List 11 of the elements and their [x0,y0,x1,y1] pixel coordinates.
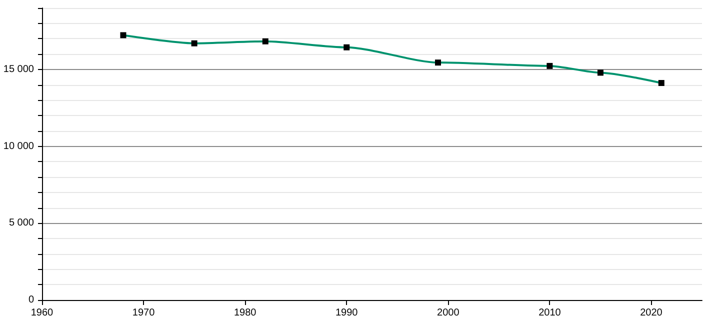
x-tick-label: 2000 [437,308,460,318]
x-tick-label: 1990 [335,308,358,318]
x-tick-label: 1980 [234,308,257,318]
x-tick-label: 1960 [30,308,54,318]
y-tick-label: 15 000 [3,64,34,75]
x-tick-label: 2010 [538,308,562,318]
x-tick-label: 1970 [132,308,156,318]
y-tick-label: 0 [28,294,34,306]
x-tick-label: 2020 [640,308,663,318]
y-tick-label: 5 000 [8,218,34,229]
y-tick-label: 10 000 [3,140,34,152]
